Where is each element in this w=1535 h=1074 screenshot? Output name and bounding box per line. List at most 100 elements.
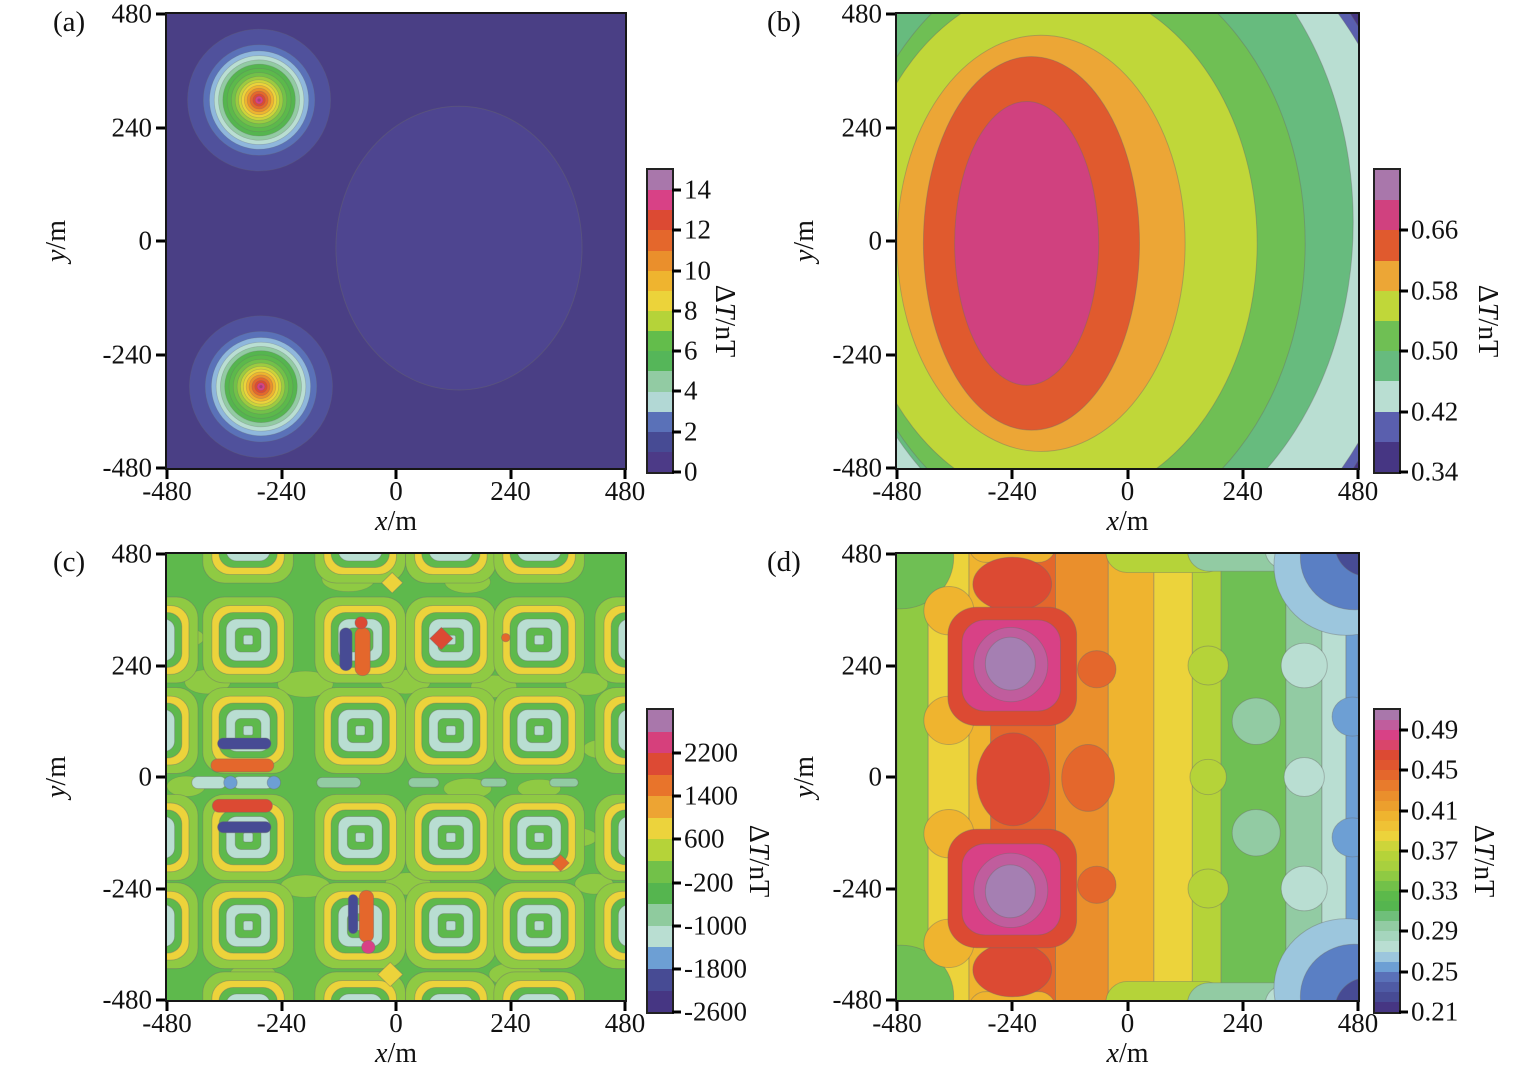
- colorbar-segment: [1375, 891, 1399, 902]
- x-axis-unit: /m: [1118, 1038, 1149, 1069]
- colorbar-tick-label: -2600: [684, 996, 747, 1027]
- colorbar-tick-mark: [672, 837, 681, 841]
- colorbar-segment: [648, 925, 672, 948]
- x-axis-tick-mark: [509, 470, 512, 479]
- colorbar-segment: [1375, 991, 1399, 1002]
- x-axis-tick-mark: [1356, 1002, 1360, 1011]
- panel-a-x-axis-label: x/m: [375, 506, 417, 538]
- x-axis-tick-label: 480: [1337, 476, 1379, 506]
- contour-map-canvas: [897, 554, 1358, 1000]
- x-axis-tick-label: -480: [872, 476, 922, 506]
- x-axis-tick-mark: [1356, 470, 1360, 479]
- colorbar-segment: [1375, 881, 1399, 892]
- colorbar-segment: [1375, 981, 1399, 992]
- y-axis-tick-mark: [156, 998, 165, 1002]
- x-axis-variable: x: [1106, 1038, 1119, 1069]
- colorbar-tick-mark: [1399, 1010, 1408, 1014]
- y-axis-tick-label: 240: [841, 112, 883, 142]
- y-axis-tick-label: -240: [832, 339, 883, 369]
- panel-a-plot-area: 480 240 0 -240 -480 -480 -240 0 240 480: [103, 0, 646, 506]
- x-axis-tick-label: 240: [490, 1008, 531, 1038]
- colorbar-tick-label: -1000: [684, 910, 747, 941]
- colorbar-segment: [648, 861, 672, 883]
- colorbar-segment: [1375, 790, 1399, 801]
- colorbar-tick-label: 12: [684, 214, 711, 245]
- colorbar-tick-mark: [672, 967, 681, 971]
- colorbar-label-variable: T: [1468, 842, 1499, 859]
- colorbar-segment: [1375, 1001, 1399, 1012]
- y-axis-tick-label: 240: [111, 112, 153, 142]
- colorbar-tick-label: 2: [684, 416, 698, 447]
- colorbar-tick-mark: [1399, 228, 1408, 232]
- colorbar-segment: [1375, 850, 1399, 861]
- colorbar-label-delta: Δ: [709, 284, 740, 303]
- colorbar-segment: [1375, 710, 1399, 721]
- colorbar-tick-mark: [672, 188, 681, 192]
- y-axis-tick-mark: [886, 552, 895, 556]
- colorbar-tick-label: -1800: [684, 953, 747, 984]
- colorbar-tick-mark: [672, 349, 681, 353]
- colorbar-tick-mark: [672, 924, 681, 928]
- colorbar-label-unit: /nT: [709, 318, 740, 358]
- panel-c-tag: (c): [53, 546, 86, 578]
- colorbar-segment: [648, 371, 672, 392]
- colorbar-tick-label: 14: [684, 174, 711, 205]
- x-axis-tick-label: 480: [1337, 1008, 1379, 1038]
- colorbar-label-delta: Δ: [1468, 824, 1499, 843]
- colorbar-tick-mark: [672, 309, 681, 313]
- panel-a-tag: (a): [53, 6, 86, 38]
- colorbar-tick-label: 0.45: [1411, 754, 1459, 785]
- colorbar-tick-mark: [672, 470, 681, 474]
- y-axis-tick-label: 480: [841, 538, 883, 569]
- colorbar-tick-mark: [672, 389, 681, 393]
- colorbar-segment: [648, 839, 672, 862]
- colorbar-segment: [1375, 200, 1399, 231]
- colorbar-segment: [648, 796, 672, 818]
- colorbar-segment: [1375, 820, 1399, 831]
- x-axis-tick-mark: [280, 1002, 283, 1011]
- y-axis-tick-mark: [886, 775, 895, 779]
- colorbar-tick-mark: [1399, 849, 1408, 853]
- panel-b-x-axis-label: x/m: [1107, 506, 1149, 538]
- colorbar-segment: [648, 270, 672, 291]
- panel-c-colorbar-label: ΔT/nT: [742, 825, 774, 897]
- y-axis-tick-mark: [886, 126, 895, 129]
- colorbar-segment: [648, 331, 672, 352]
- colorbar-tick-mark: [1399, 410, 1408, 414]
- panel-a: (a) y/m 480 240 0 -240 -480 -480 -240 0 240 480 x…: [41, 0, 740, 537]
- colorbar-segment: [1375, 170, 1399, 201]
- y-axis-tick-mark: [886, 353, 895, 356]
- x-axis-tick-mark: [1010, 470, 1014, 479]
- x-axis-tick-label: 0: [389, 476, 403, 506]
- colorbar-segment: [648, 190, 672, 211]
- colorbar-segment: [648, 391, 672, 412]
- y-axis-tick-mark: [156, 466, 165, 470]
- colorbar-tick-label: 6: [684, 335, 698, 366]
- colorbar-segment: [1375, 321, 1399, 352]
- colorbar-tick-mark: [672, 430, 681, 434]
- panel-b-tag: (b): [767, 6, 801, 38]
- y-axis-tick-mark: [886, 887, 895, 890]
- panel-d-plot-area: 480 240 0 -240 -480 -480 -240 0 240 480: [833, 539, 1379, 1039]
- colorbar-segment: [1375, 871, 1399, 882]
- panel-a-colorbar: ΔT/nT 0 2 4 6 8 10 12 14: [646, 168, 740, 487]
- x-axis-tick-mark: [623, 470, 627, 479]
- colorbar-label-unit: /nT: [1472, 318, 1503, 358]
- x-axis-tick-label: -480: [142, 1008, 192, 1038]
- x-axis-tick-mark: [165, 470, 169, 479]
- colorbar-tick-label: 0.33: [1411, 875, 1459, 906]
- colorbar-label-delta: Δ: [743, 824, 774, 843]
- x-axis-tick-mark: [623, 1002, 627, 1011]
- colorbar-segment: [1375, 770, 1399, 781]
- y-axis-tick-mark: [886, 12, 895, 16]
- colorbar-tick-label: 1400: [684, 780, 738, 811]
- y-axis-tick-mark: [886, 466, 895, 470]
- colorbar-segment: [1375, 931, 1399, 942]
- y-axis-tick-mark: [886, 998, 895, 1002]
- colorbar-tick-label: 8: [684, 295, 698, 326]
- colorbar-segment: [648, 170, 672, 191]
- colorbar-segment: [648, 411, 672, 432]
- colorbar-tick-mark: [1399, 349, 1408, 353]
